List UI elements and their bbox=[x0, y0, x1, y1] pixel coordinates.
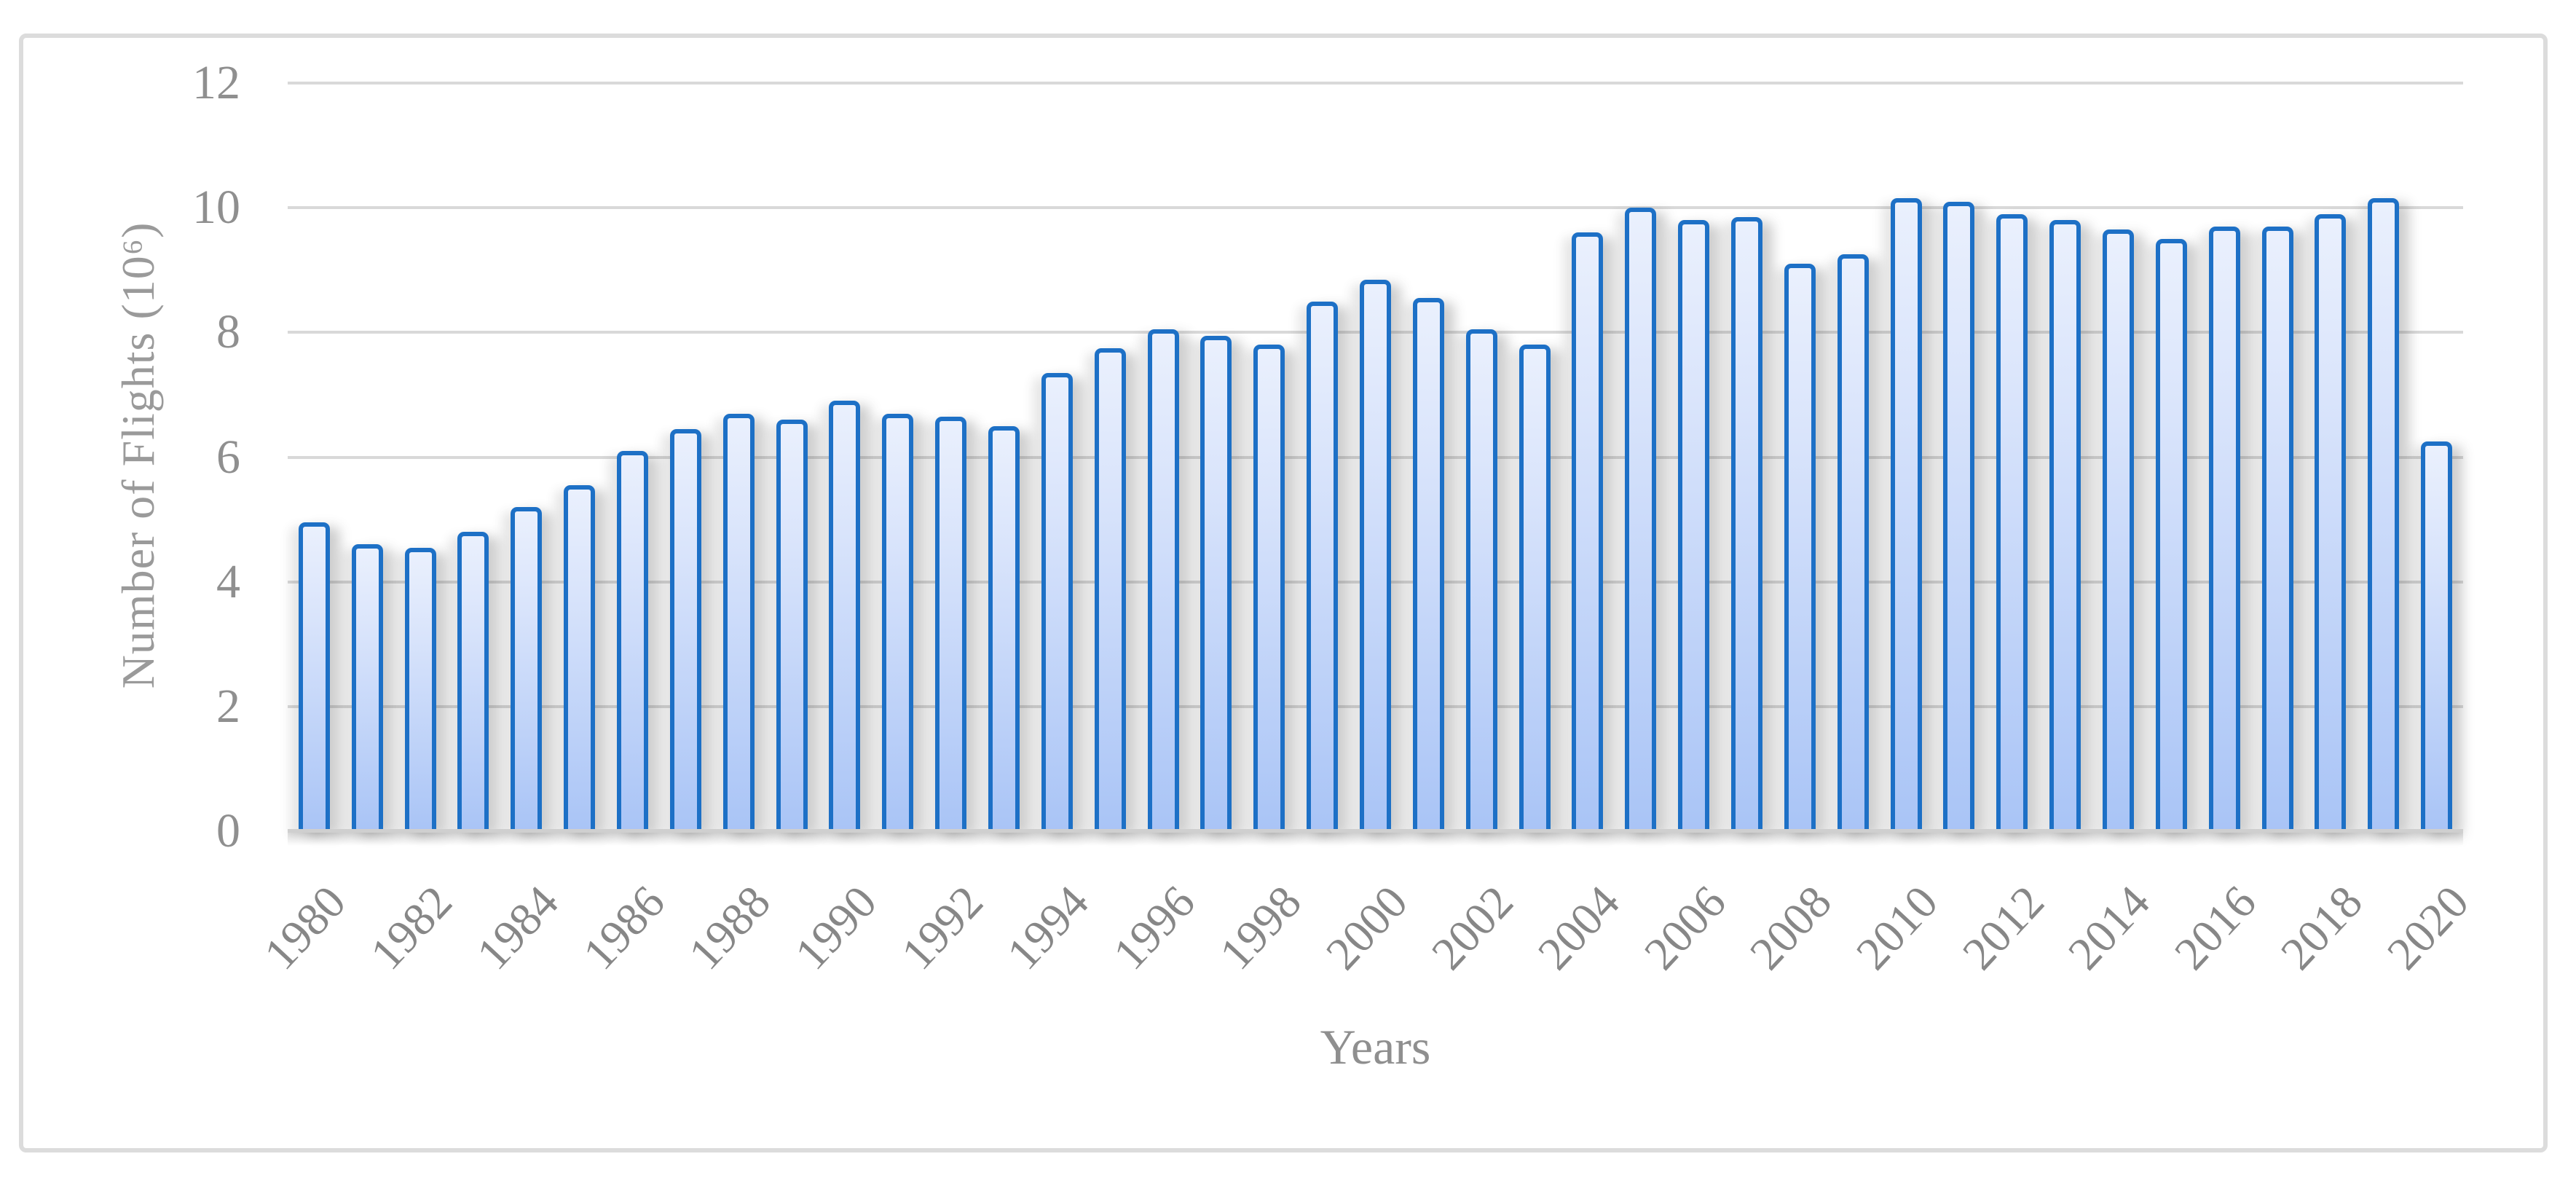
bar-1999 bbox=[1307, 301, 1339, 831]
bar-2004 bbox=[1572, 232, 1604, 831]
gridline-y-10 bbox=[288, 206, 2463, 210]
bar-1980 bbox=[298, 522, 330, 831]
bar-1988 bbox=[722, 413, 755, 831]
bar-1989 bbox=[776, 420, 808, 831]
y-tick-label-10: 10 bbox=[192, 181, 240, 235]
bar-1986 bbox=[617, 450, 649, 831]
bar-2015 bbox=[2155, 238, 2187, 831]
bar-2005 bbox=[1625, 208, 1657, 831]
bar-2017 bbox=[2261, 226, 2293, 831]
plot-area bbox=[288, 82, 2463, 846]
bar-2006 bbox=[1678, 220, 1710, 831]
bar-2020 bbox=[2421, 441, 2453, 831]
bar-1996 bbox=[1147, 329, 1179, 831]
bar-2013 bbox=[2049, 220, 2081, 831]
bar-2001 bbox=[1412, 298, 1444, 831]
bar-1990 bbox=[829, 401, 861, 831]
bar-2016 bbox=[2208, 226, 2240, 831]
x-axis-title: Years bbox=[1320, 1019, 1431, 1075]
bar-2011 bbox=[1943, 201, 1975, 831]
bar-2008 bbox=[1784, 264, 1816, 831]
y-tick-label-8: 8 bbox=[216, 305, 240, 359]
bar-2002 bbox=[1465, 329, 1497, 831]
bar-1987 bbox=[669, 429, 701, 831]
bar-2003 bbox=[1519, 345, 1551, 831]
bar-2010 bbox=[1890, 198, 1922, 831]
bar-2019 bbox=[2368, 198, 2400, 831]
y-tick-label-6: 6 bbox=[216, 430, 240, 484]
bar-1997 bbox=[1200, 335, 1232, 831]
y-tick-label-2: 2 bbox=[216, 679, 240, 733]
bar-2018 bbox=[2315, 213, 2347, 831]
bar-1993 bbox=[988, 425, 1020, 831]
x-axis-line bbox=[288, 829, 2463, 833]
bar-1992 bbox=[935, 416, 967, 831]
bar-2007 bbox=[1730, 217, 1762, 831]
bar-2014 bbox=[2102, 229, 2134, 831]
bar-1991 bbox=[882, 413, 914, 831]
bar-1984 bbox=[511, 506, 543, 831]
bar-1981 bbox=[351, 544, 383, 831]
bar-1994 bbox=[1041, 372, 1073, 831]
bar-1983 bbox=[457, 532, 489, 831]
bar-1998 bbox=[1253, 345, 1285, 831]
bar-2012 bbox=[1996, 213, 2028, 831]
bar-1985 bbox=[564, 485, 596, 831]
bar-1982 bbox=[404, 547, 436, 831]
y-tick-label-12: 12 bbox=[192, 56, 240, 109]
x-axis-shadow bbox=[288, 833, 2463, 846]
gridline-y-12 bbox=[288, 82, 2463, 85]
y-tick-label-4: 4 bbox=[216, 554, 240, 608]
bar-2009 bbox=[1837, 254, 1869, 831]
bar-1995 bbox=[1094, 347, 1126, 831]
bar-2000 bbox=[1360, 279, 1391, 831]
y-tick-label-0: 0 bbox=[216, 804, 240, 857]
